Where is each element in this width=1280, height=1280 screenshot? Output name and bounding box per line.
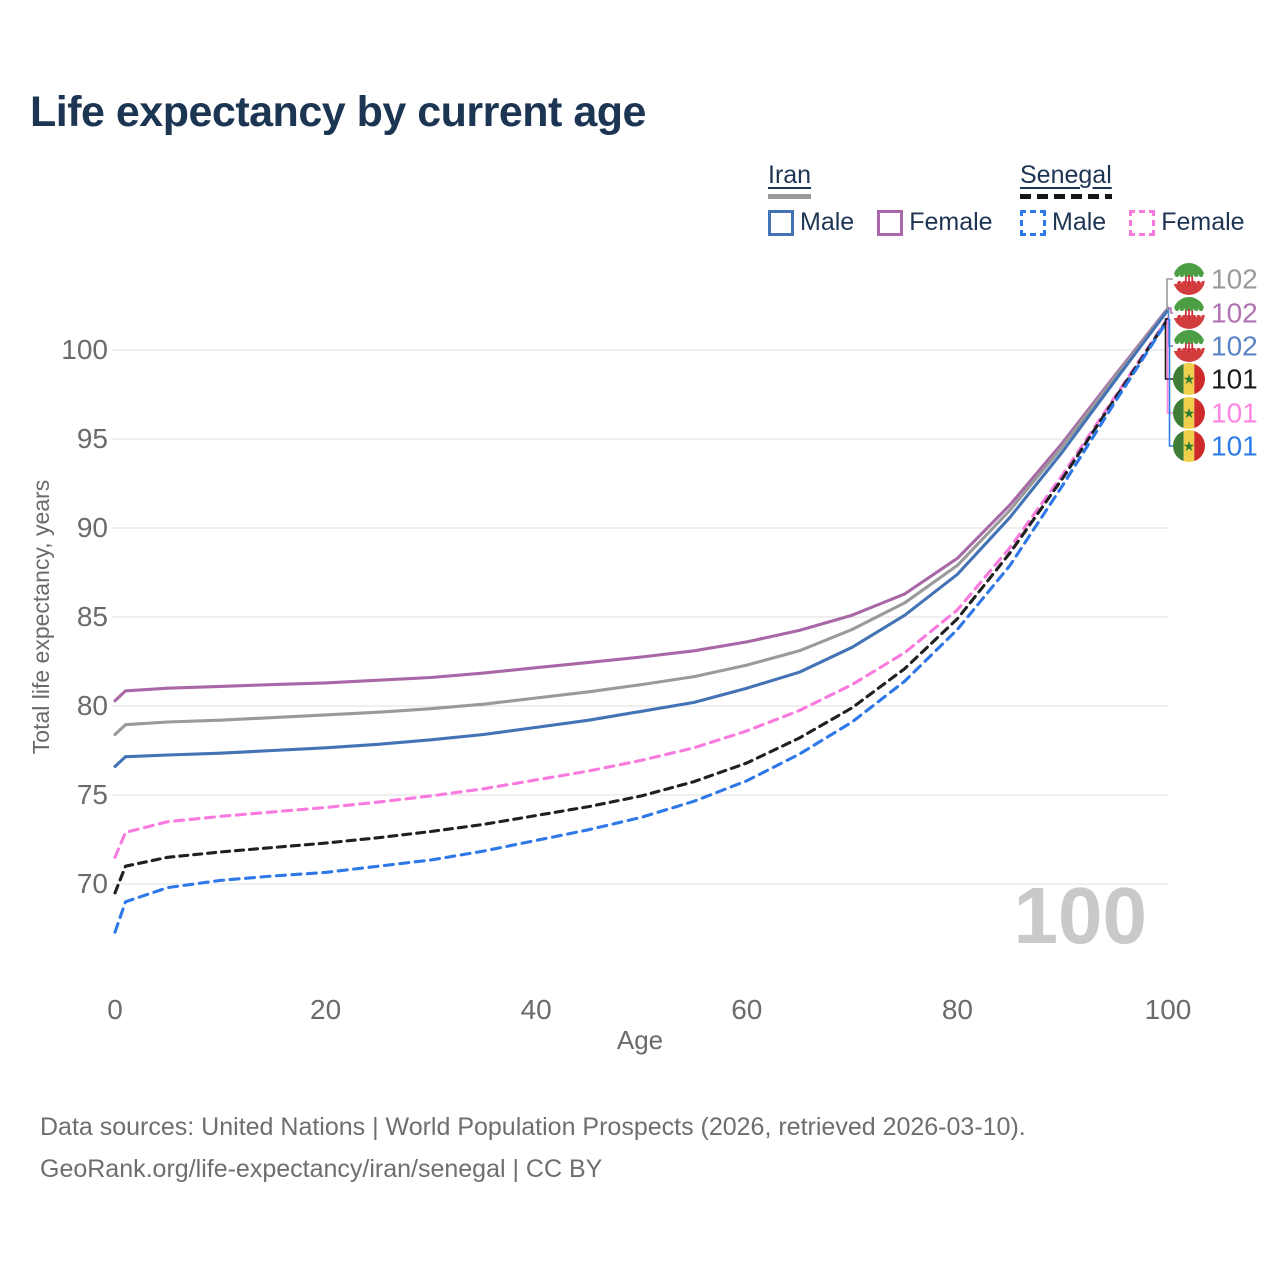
legend-country-senegal[interactable]: Senegal — [1020, 161, 1112, 199]
senegal-male-swatch — [1020, 209, 1046, 236]
end-value-label-iran-male[interactable]: 102 — [1211, 331, 1258, 362]
leader-line-iran-both-sexes — [1166, 278, 1173, 310]
end-value-label-senegal-female[interactable]: 101 — [1211, 398, 1258, 429]
senegal-flag-icon: ★ — [1173, 397, 1205, 429]
end-value-label-senegal-male[interactable]: 101 — [1211, 431, 1258, 462]
svg-text:★: ★ — [1183, 371, 1196, 387]
x-axis-title: Age — [617, 1025, 663, 1055]
legend-country-senegal-label: Senegal — [1020, 161, 1112, 189]
end-value-label-iran-female[interactable]: 102 — [1211, 298, 1258, 329]
iran-flag-icon: ψ — [1173, 330, 1205, 362]
y-tick-70: 70 — [77, 868, 108, 899]
legend-item-senegal-female[interactable]: Female — [1129, 208, 1245, 237]
y-tick-90: 90 — [77, 512, 108, 543]
y-tick-85: 85 — [77, 601, 108, 632]
iran-flag-icon: ψ — [1173, 297, 1205, 329]
x-tick-40: 40 — [521, 994, 552, 1025]
svg-text:ψ: ψ — [1184, 272, 1194, 287]
svg-text:★: ★ — [1183, 438, 1196, 454]
svg-text:★: ★ — [1183, 405, 1196, 421]
y-tick-80: 80 — [77, 690, 108, 721]
iran-male-label: Male — [800, 208, 855, 236]
series-line-senegal-male[interactable] — [113, 318, 1170, 934]
iran-line-style-sample — [768, 194, 812, 199]
senegal-flag-icon: ★ — [1173, 363, 1205, 395]
x-tick-60: 60 — [731, 994, 762, 1025]
series-line-senegal-both-sexes[interactable] — [113, 317, 1170, 895]
x-tick-80: 80 — [942, 994, 973, 1025]
iran-female-label: Female — [909, 208, 993, 236]
series-line-senegal-female[interactable] — [113, 316, 1170, 859]
leader-line-iran-male — [1167, 309, 1173, 347]
senegal-female-label: Female — [1161, 208, 1245, 236]
senegal-male-label: Male — [1052, 208, 1107, 236]
senegal-female-swatch — [1129, 209, 1156, 236]
series-line-iran-male[interactable] — [113, 308, 1170, 769]
leader-line-senegal-male — [1168, 318, 1173, 447]
senegal-flag-icon: ★ — [1173, 430, 1205, 462]
series-line-iran-female[interactable] — [113, 306, 1170, 703]
footer-attribution: GeoRank.org/life-expectancy/iran/senegal… — [40, 1155, 603, 1183]
y-tick-95: 95 — [77, 423, 108, 454]
end-value-label-senegal-both-sexes[interactable]: 101 — [1211, 364, 1258, 395]
legend-item-iran-female[interactable]: Female — [877, 208, 993, 237]
series-line-iran-both-sexes[interactable] — [113, 307, 1170, 737]
y-axis-title: Total life expectancy, years — [28, 480, 54, 754]
leader-line-iran-female — [1168, 307, 1173, 314]
y-tick-75: 75 — [77, 779, 108, 810]
x-tick-0: 0 — [107, 994, 123, 1025]
y-tick-100: 100 — [61, 334, 108, 365]
x-tick-20: 20 — [310, 994, 341, 1025]
footer: Data sources: United Nations | World Pop… — [40, 1106, 1026, 1190]
iran-male-swatch — [768, 209, 794, 236]
legend-item-senegal-male[interactable]: Male — [1020, 208, 1106, 237]
senegal-line-style-sample — [1020, 194, 1112, 199]
legend-country-iran-label: Iran — [768, 161, 812, 189]
legend-country-iran[interactable]: Iran — [768, 161, 812, 199]
legend-group-iran: Iran Male Female — [768, 161, 993, 237]
svg-text:ψ: ψ — [1184, 306, 1194, 321]
end-value-label-iran-both-sexes[interactable]: 102 — [1211, 264, 1258, 295]
svg-text:ψ: ψ — [1184, 339, 1194, 354]
footer-data-sources: Data sources: United Nations | World Pop… — [40, 1113, 1026, 1141]
chart-title: Life expectancy by current age — [30, 88, 646, 136]
iran-female-swatch — [877, 209, 904, 236]
age-watermark: 100 — [1014, 871, 1147, 960]
legend-item-iran-male[interactable]: Male — [768, 208, 854, 237]
iran-flag-icon: ψ — [1173, 263, 1205, 295]
x-tick-100: 100 — [1145, 994, 1192, 1025]
legend-group-senegal: Senegal Male Female — [1020, 161, 1245, 237]
